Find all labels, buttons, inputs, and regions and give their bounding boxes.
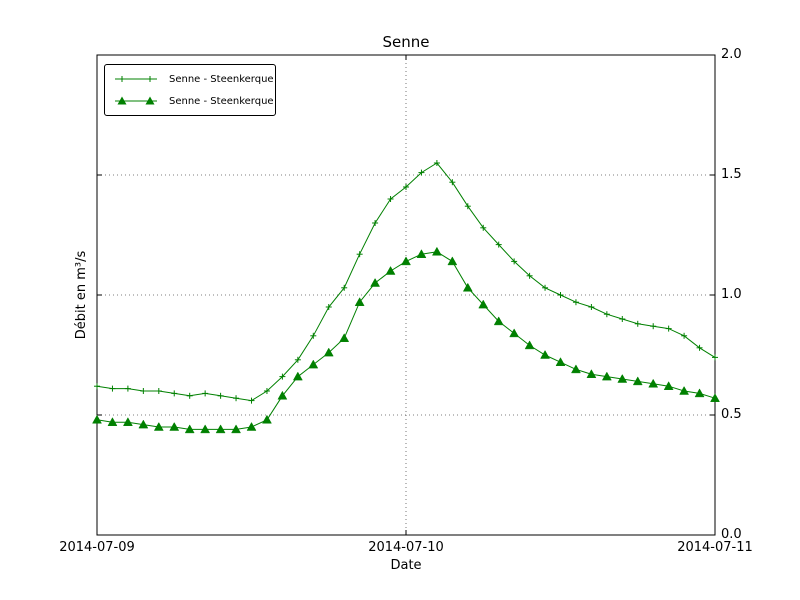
- legend-item-label: Senne - Steenkerque: [169, 73, 274, 85]
- legend-item: Senne - Steenkerque: [113, 95, 274, 107]
- x-axis-label: Date: [390, 558, 422, 573]
- plus-marker-line-icon: [115, 76, 157, 82]
- y-tick-label: 0.5: [721, 407, 742, 422]
- x-tick-label: 2014-07-09: [59, 540, 135, 555]
- y-tick-label: 1.0: [721, 287, 742, 302]
- chart-title: Senne: [382, 33, 430, 51]
- triangle-marker-line-icon: [115, 96, 157, 105]
- y-axis-label: Débit en m³/s: [74, 250, 89, 340]
- y-tick-label: 1.5: [721, 167, 742, 182]
- legend-item: Senne - Steenkerque: [113, 73, 274, 85]
- legend-item-label: Senne - Steenkerque: [169, 95, 274, 107]
- x-tick-label: 2014-07-10: [368, 540, 444, 555]
- y-tick-label: 2.0: [721, 47, 742, 62]
- legend: Senne - Steenkerque Senne - Steenkerque: [104, 64, 276, 116]
- y-tick-label: 0.0: [721, 527, 742, 542]
- x-tick-label: 2014-07-11: [677, 540, 753, 555]
